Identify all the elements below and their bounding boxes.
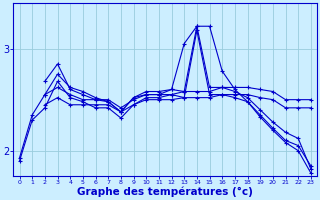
X-axis label: Graphe des températures (°c): Graphe des températures (°c) (77, 187, 253, 197)
